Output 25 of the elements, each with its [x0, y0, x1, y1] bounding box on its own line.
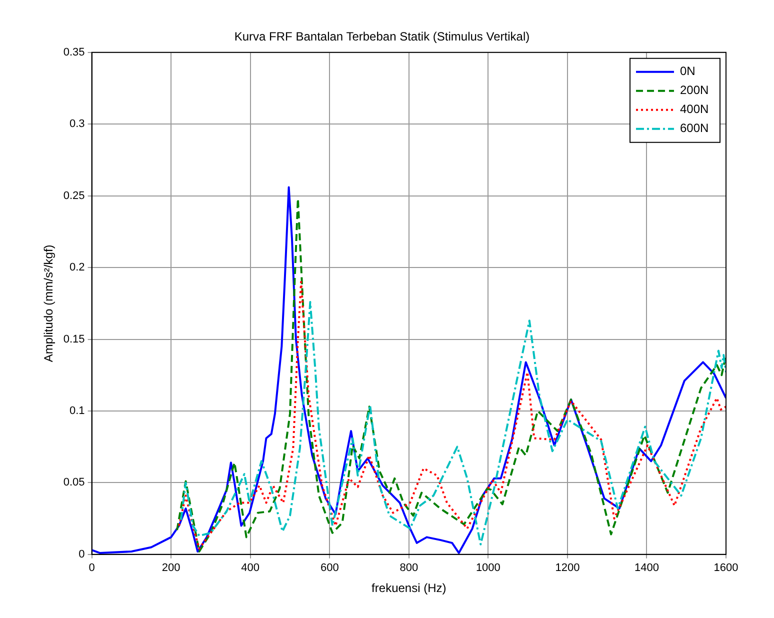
y-tick-label: 0.1	[70, 405, 85, 418]
x-tick-label: 400	[241, 562, 260, 574]
x-tick-label: 1400	[634, 562, 659, 574]
x-tick-label: 1200	[555, 562, 580, 574]
legend-label: 600N	[680, 121, 709, 136]
y-tick-label: 0.05	[63, 476, 85, 489]
line-series	[176, 198, 726, 553]
legend-label: 400N	[680, 102, 709, 116]
x-tick-label: 0	[88, 562, 95, 574]
x-tick-label: 800	[400, 562, 418, 574]
y-tick-label: 0.35	[63, 46, 85, 58]
y-tick-label: 0.3	[70, 118, 85, 130]
y-axis-title: Amplitudo (mm/s²/kgf)	[42, 244, 56, 362]
y-tick-label: 0.2	[70, 262, 85, 274]
legend-label: 200N	[680, 83, 709, 98]
x-tick-label: 1000	[476, 562, 500, 574]
y-tick-label: 0.25	[63, 190, 85, 202]
y-tick-label: 0	[78, 548, 85, 560]
legend-label: 0N	[680, 64, 696, 78]
x-tick-label: 600	[320, 562, 339, 574]
y-tick-label: 0.15	[63, 333, 85, 346]
x-tick-label: 1600	[714, 562, 738, 574]
x-tick-label: 200	[162, 562, 180, 574]
chart-title: Kurva FRF Bantalan Terbeban Statik (Stimulus Vertikal)	[234, 30, 530, 44]
x-axis-title: frekuensi (Hz)	[372, 581, 446, 596]
